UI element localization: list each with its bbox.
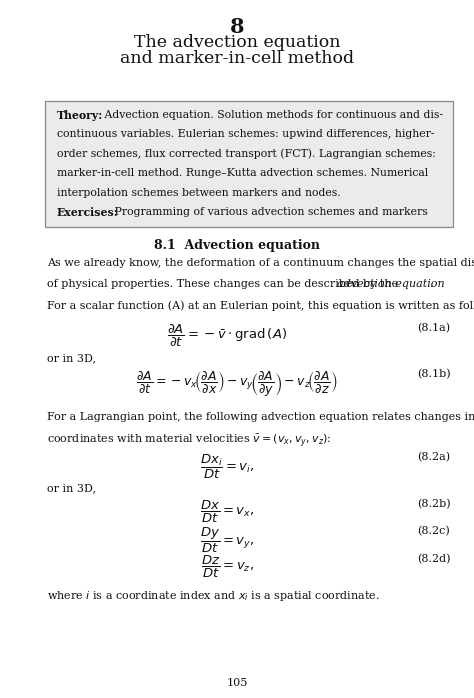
Text: or in 3D,: or in 3D,	[47, 483, 96, 493]
Text: (8.2d): (8.2d)	[417, 554, 450, 564]
Text: For a Lagrangian point, the following advection equation relates changes in its: For a Lagrangian point, the following ad…	[47, 412, 474, 422]
Text: .: .	[430, 279, 433, 289]
Text: order schemes, flux corrected transport (FCT). Lagrangian schemes:: order schemes, flux corrected transport …	[57, 149, 436, 159]
Text: Theory:: Theory:	[57, 110, 103, 121]
Text: For a scalar function (A) at an Eulerian point, this equation is written as foll: For a scalar function (A) at an Eulerian…	[47, 300, 474, 311]
Text: $\dfrac{Dz}{Dt} = v_z,$: $\dfrac{Dz}{Dt} = v_z,$	[201, 554, 254, 579]
Text: 8.1  Advection equation: 8.1 Advection equation	[154, 239, 320, 252]
Text: As we already know, the deformation of a continuum changes the spatial distribut: As we already know, the deformation of a…	[47, 258, 474, 268]
Text: (8.2a): (8.2a)	[417, 452, 450, 463]
Text: Advection equation. Solution methods for continuous and dis-: Advection equation. Solution methods for…	[101, 110, 443, 119]
Text: and marker-in-cell method: and marker-in-cell method	[120, 50, 354, 67]
Text: or in 3D,: or in 3D,	[47, 353, 96, 363]
Text: where $i$ is a coordinate index and $x_i$ is a spatial coordinate.: where $i$ is a coordinate index and $x_i…	[47, 589, 380, 603]
Text: continuous variables. Eulerian schemes: upwind differences, higher-: continuous variables. Eulerian schemes: …	[57, 129, 434, 139]
Text: Programming of various advection schemes and markers: Programming of various advection schemes…	[111, 207, 428, 217]
Text: marker-in-cell method. Runge–Kutta advection schemes. Numerical: marker-in-cell method. Runge–Kutta advec…	[57, 168, 428, 178]
Text: (8.2c): (8.2c)	[418, 526, 450, 537]
Text: (8.1b): (8.1b)	[417, 369, 450, 379]
Text: $\dfrac{Dx_i}{Dt} = v_i,$: $\dfrac{Dx_i}{Dt} = v_i,$	[200, 452, 255, 480]
Text: advection equation: advection equation	[337, 279, 445, 289]
Text: 8: 8	[230, 17, 244, 38]
Text: $\dfrac{\partial A}{\partial t} = -\bar{v} \cdot \mathrm{grad}\,(A)$: $\dfrac{\partial A}{\partial t} = -\bar{…	[167, 322, 288, 348]
Text: coordinates with material velocities $\bar{v} = (v_x, v_y, v_z)$:: coordinates with material velocities $\b…	[47, 433, 332, 450]
Text: $\dfrac{Dx}{Dt} = v_x,$: $\dfrac{Dx}{Dt} = v_x,$	[200, 499, 255, 525]
FancyBboxPatch shape	[45, 101, 453, 227]
Text: Exercises:: Exercises:	[57, 207, 118, 218]
Text: $\dfrac{\partial A}{\partial t} = -v_x \!\left(\dfrac{\partial A}{\partial x}\ri: $\dfrac{\partial A}{\partial t} = -v_x \…	[136, 369, 338, 398]
Text: The advection equation: The advection equation	[134, 34, 340, 50]
Text: 105: 105	[226, 678, 248, 688]
Text: interpolation schemes between markers and nodes.: interpolation schemes between markers an…	[57, 188, 340, 198]
Text: (8.2b): (8.2b)	[417, 499, 450, 510]
Text: of physical properties. These changes can be described by the: of physical properties. These changes ca…	[47, 279, 402, 289]
Text: $\dfrac{Dy}{Dt} = v_y,$: $\dfrac{Dy}{Dt} = v_y,$	[200, 526, 255, 556]
Text: (8.1a): (8.1a)	[417, 322, 450, 333]
